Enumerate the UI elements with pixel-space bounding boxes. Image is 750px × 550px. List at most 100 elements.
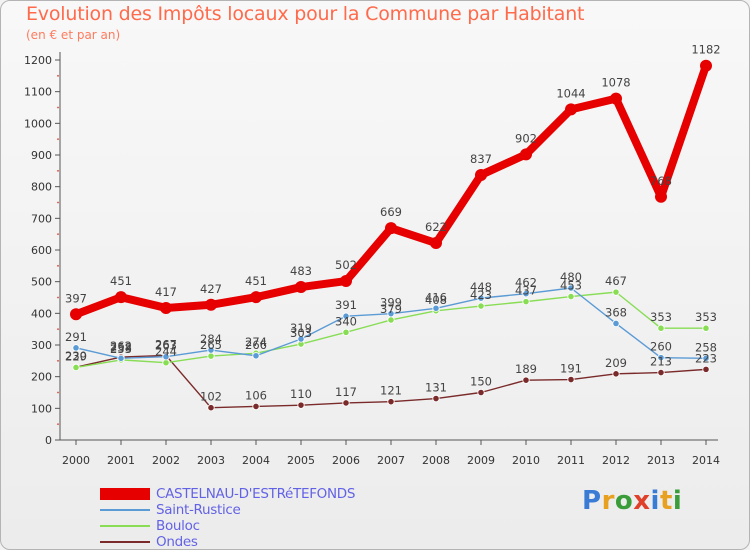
x-tick-label: 2014 [692, 454, 720, 467]
data-point [565, 103, 577, 116]
data-label: 230 [65, 349, 87, 363]
data-label: 379 [380, 302, 402, 316]
logo-letter: i [650, 486, 660, 516]
data-point [207, 346, 215, 354]
data-label: 353 [650, 310, 672, 324]
data-point [387, 310, 395, 318]
x-tick-label: 2007 [377, 454, 405, 467]
data-point [207, 352, 215, 360]
data-label: 117 [335, 385, 357, 399]
data-label: 265 [200, 338, 222, 352]
x-tick-label: 2001 [107, 454, 135, 467]
data-label: 121 [380, 384, 402, 398]
data-label: 437 [515, 284, 537, 298]
data-point [252, 352, 260, 360]
data-point [612, 370, 620, 378]
y-minor-tick [57, 201, 59, 204]
data-point [657, 354, 665, 362]
data-label: 669 [380, 205, 402, 219]
data-point [297, 401, 305, 409]
data-point [342, 312, 350, 320]
data-label: 267 [155, 337, 177, 351]
y-minor-tick [57, 233, 59, 236]
data-label: 229 [65, 349, 87, 363]
x-tick-label: 2010 [512, 454, 540, 467]
data-label: 284 [200, 332, 222, 346]
y-minor-tick [57, 391, 59, 394]
data-label: 223 [695, 351, 717, 365]
data-label: 448 [470, 280, 492, 294]
data-point [477, 302, 485, 310]
data-label: 319 [290, 321, 312, 335]
data-point [250, 291, 262, 304]
logo-letter: i [672, 486, 683, 516]
data-point [205, 298, 217, 311]
y-minor-tick [57, 138, 59, 141]
y-tick-label: 400 [31, 307, 52, 320]
chart-subtitle: (en € et par an) [26, 28, 121, 42]
data-point [385, 222, 397, 235]
y-tick-label: 600 [31, 244, 52, 257]
data-point [702, 324, 710, 332]
data-point [297, 335, 305, 343]
legend-swatch [100, 488, 150, 500]
data-label: 462 [515, 276, 537, 290]
logo-letter: o [614, 486, 634, 516]
data-label: 244 [155, 345, 177, 359]
data-point [252, 402, 260, 411]
legend-label: Bouloc [156, 518, 200, 534]
data-point [430, 237, 442, 250]
data-point [612, 319, 620, 328]
data-point [117, 354, 125, 362]
y-minor-tick [57, 328, 59, 331]
data-label: 768 [650, 174, 672, 188]
data-label: 263 [155, 339, 177, 353]
data-point [477, 294, 485, 302]
data-point [655, 190, 667, 203]
data-label: 266 [245, 338, 267, 352]
legend: CASTELNAU-D'ESTRéTEFONDS Saint-Rustice B… [100, 486, 355, 550]
data-label: 368 [605, 305, 627, 319]
data-label: 189 [515, 362, 537, 376]
data-label: 423 [470, 288, 492, 302]
data-point [657, 324, 665, 332]
x-tick-label: 2002 [152, 454, 180, 467]
data-label: 480 [560, 270, 582, 284]
logo-letter: r [601, 486, 615, 516]
data-point [520, 148, 532, 161]
y-tick-label: 800 [31, 181, 52, 194]
data-label: 258 [110, 340, 132, 354]
data-point [160, 301, 172, 314]
y-tick-label: 300 [31, 339, 52, 352]
data-label: 837 [470, 152, 492, 166]
data-label: 213 [650, 355, 672, 369]
data-point [567, 292, 575, 301]
data-label: 451 [110, 274, 132, 288]
data-point [702, 354, 710, 362]
data-point [657, 368, 665, 377]
data-point [115, 291, 127, 304]
y-minor-tick [57, 296, 59, 299]
data-label: 502 [335, 258, 357, 272]
legend-label: Ondes [156, 534, 198, 550]
x-tick-label: 2006 [332, 454, 360, 467]
y-tick-label: 100 [31, 402, 52, 415]
y-tick-label: 500 [31, 276, 52, 289]
data-label: 417 [155, 285, 177, 299]
data-label: 397 [65, 291, 87, 305]
data-point [387, 316, 395, 324]
y-tick-label: 200 [31, 371, 52, 384]
data-point [432, 304, 440, 312]
y-tick-label: 700 [31, 212, 52, 225]
data-point [610, 92, 622, 105]
data-point [72, 363, 80, 372]
legend-label: CASTELNAU-D'ESTRéTEFONDS [156, 486, 356, 502]
data-point [342, 328, 350, 336]
y-tick-label: 1100 [24, 86, 52, 99]
data-label: 303 [290, 326, 312, 340]
data-label: 902 [515, 131, 537, 145]
x-tick-label: 2013 [647, 454, 675, 467]
y-minor-tick [57, 106, 59, 109]
